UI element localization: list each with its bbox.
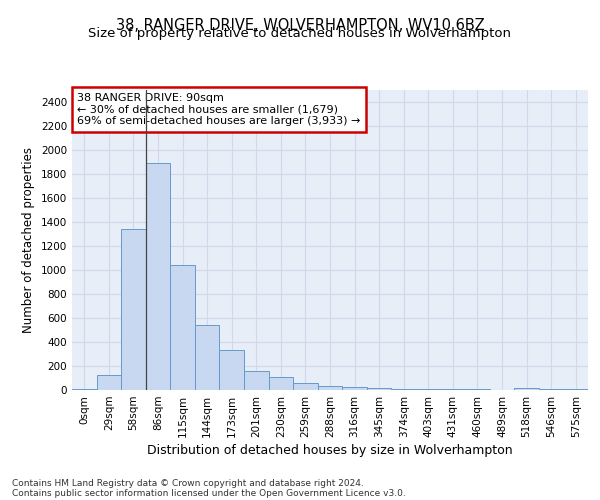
Text: Contains HM Land Registry data © Crown copyright and database right 2024.: Contains HM Land Registry data © Crown c… [12,478,364,488]
Text: 38, RANGER DRIVE, WOLVERHAMPTON, WV10 6BZ: 38, RANGER DRIVE, WOLVERHAMPTON, WV10 6B… [116,18,484,32]
Text: Size of property relative to detached houses in Wolverhampton: Size of property relative to detached ho… [89,28,511,40]
X-axis label: Distribution of detached houses by size in Wolverhampton: Distribution of detached houses by size … [147,444,513,457]
Bar [97,375,121,390]
Bar [514,388,539,390]
Bar [293,383,318,390]
Bar [121,229,146,390]
Text: Contains public sector information licensed under the Open Government Licence v3: Contains public sector information licen… [12,488,406,498]
Bar [318,386,342,390]
Bar [244,372,269,390]
Bar [391,389,416,390]
Bar [367,388,391,390]
Bar [269,377,293,390]
Bar [146,163,170,390]
Bar [195,324,220,390]
Bar [72,389,97,390]
Text: 38 RANGER DRIVE: 90sqm
← 30% of detached houses are smaller (1,679)
69% of semi-: 38 RANGER DRIVE: 90sqm ← 30% of detached… [77,93,361,126]
Bar [342,387,367,390]
Y-axis label: Number of detached properties: Number of detached properties [22,147,35,333]
Bar [170,265,195,390]
Bar [563,389,588,390]
Bar [220,350,244,390]
